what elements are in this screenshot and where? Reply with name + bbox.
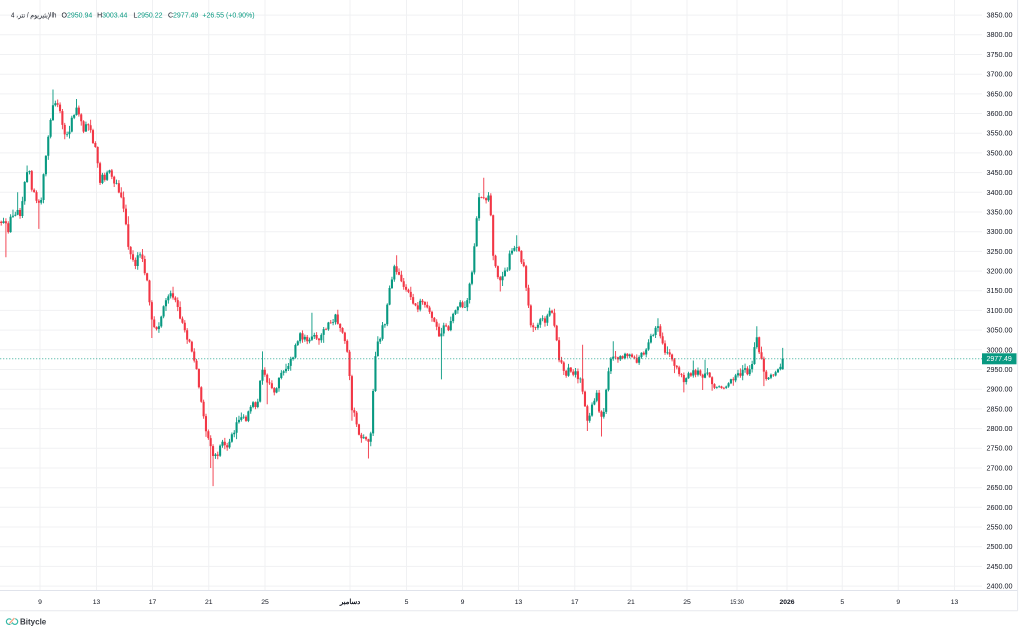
svg-text:9: 9: [38, 599, 42, 606]
svg-text:3400.00: 3400.00: [987, 188, 1013, 197]
svg-text:3750.00: 3750.00: [987, 50, 1013, 59]
svg-text:2450.00: 2450.00: [987, 562, 1013, 571]
svg-text:3250.00: 3250.00: [987, 247, 1013, 256]
svg-text:13: 13: [515, 599, 523, 606]
svg-text:3350.00: 3350.00: [987, 207, 1013, 216]
svg-text:17: 17: [149, 599, 157, 606]
svg-text:2600.00: 2600.00: [987, 503, 1013, 512]
svg-text:2550.00: 2550.00: [987, 523, 1013, 532]
svg-text:3450.00: 3450.00: [987, 168, 1013, 177]
svg-text:21: 21: [627, 599, 635, 606]
svg-text:3000.00: 3000.00: [987, 345, 1013, 354]
svg-text:5: 5: [405, 599, 409, 606]
svg-text:2650.00: 2650.00: [987, 483, 1013, 492]
svg-text:2950.00: 2950.00: [987, 365, 1013, 374]
svg-text:الإيثيريوم / تتر، 4h: الإيثيريوم / تتر، 4h: [11, 12, 57, 20]
svg-text:3650.00: 3650.00: [987, 89, 1013, 98]
svg-text:5: 5: [840, 599, 844, 606]
svg-text:دسامبر: دسامبر: [339, 598, 360, 606]
svg-text:9: 9: [896, 599, 900, 606]
svg-text:17: 17: [571, 599, 579, 606]
svg-text:3700.00: 3700.00: [987, 70, 1013, 79]
svg-text:13: 13: [951, 599, 959, 606]
svg-text:2850.00: 2850.00: [987, 404, 1013, 413]
svg-text:13: 13: [93, 599, 101, 606]
svg-text:3100.00: 3100.00: [987, 306, 1013, 315]
svg-text:9: 9: [461, 599, 465, 606]
svg-text:3800.00: 3800.00: [987, 30, 1013, 39]
svg-text:2750.00: 2750.00: [987, 444, 1013, 453]
svg-text:3550.00: 3550.00: [987, 129, 1013, 138]
svg-text:3500.00: 3500.00: [987, 148, 1013, 157]
svg-text:3850.00: 3850.00: [987, 11, 1013, 20]
svg-text:2400.00: 2400.00: [987, 582, 1013, 591]
svg-text:Bitycle: Bitycle: [20, 618, 47, 627]
svg-text:2900.00: 2900.00: [987, 385, 1013, 394]
svg-text:3050.00: 3050.00: [987, 326, 1013, 335]
svg-text:3600.00: 3600.00: [987, 109, 1013, 118]
svg-text:2026: 2026: [779, 599, 794, 606]
svg-text:25: 25: [261, 599, 269, 606]
svg-text:3300.00: 3300.00: [987, 227, 1013, 236]
svg-text:2800.00: 2800.00: [987, 424, 1013, 433]
svg-text:21: 21: [205, 599, 213, 606]
svg-text:3150.00: 3150.00: [987, 286, 1013, 295]
svg-text:25: 25: [683, 599, 691, 606]
svg-text:3200.00: 3200.00: [987, 267, 1013, 276]
svg-text:2700.00: 2700.00: [987, 463, 1013, 472]
svg-text:2977.49: 2977.49: [987, 356, 1012, 363]
svg-text:15:30: 15:30: [730, 599, 744, 606]
svg-text:2500.00: 2500.00: [987, 542, 1013, 551]
